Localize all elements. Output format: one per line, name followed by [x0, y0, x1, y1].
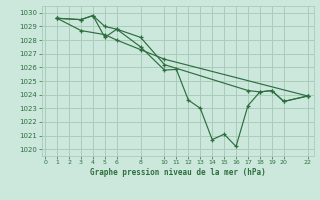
X-axis label: Graphe pression niveau de la mer (hPa): Graphe pression niveau de la mer (hPa) [90, 168, 266, 177]
